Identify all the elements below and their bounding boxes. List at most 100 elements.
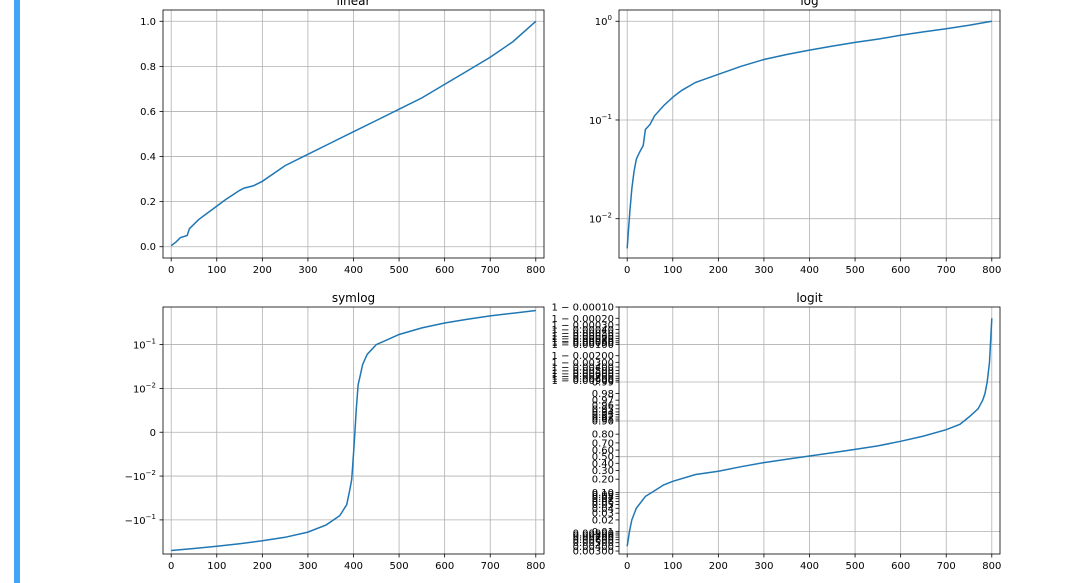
y-tick-label: 0 [150, 428, 156, 439]
y-tick-label: 0.00300 [573, 547, 614, 558]
subplot-title: logit [796, 291, 823, 305]
x-tick-label: 800 [526, 265, 545, 276]
x-tick-label: 400 [800, 561, 819, 572]
y-tick-label: 10−2 [589, 212, 612, 226]
x-tick-label: 800 [526, 561, 545, 572]
subplot-title: symlog [332, 291, 375, 305]
x-tick-label: 200 [253, 561, 272, 572]
y-tick-label: 1 − 0.00100 [552, 340, 614, 351]
subplot-title: log [800, 0, 818, 8]
y-tick-label: 1 − 0.00300 [552, 358, 614, 369]
y-tick-label: 1 − 0.00700 [552, 372, 614, 383]
y-tick-label: 1 − 0.00070 [552, 334, 614, 345]
x-tick-label: 600 [891, 265, 910, 276]
x-tick-label: 100 [207, 265, 226, 276]
y-tick-label: 1 − 0.00010 [552, 303, 614, 314]
y-tick-label: 1 − 0.00400 [552, 363, 614, 374]
y-tick-label: 0.0 [140, 242, 156, 253]
y-tick-label: 0.00900 [573, 529, 614, 540]
axes-frame [618, 306, 1001, 555]
y-tick-label: 1 − 0.00040 [552, 325, 614, 336]
y-tick-label: 10−2 [133, 381, 156, 395]
y-tick-label: 1 − 0.00080 [552, 336, 614, 347]
y-tick-label: 0.95 [592, 404, 614, 415]
left-accent-bar [14, 0, 20, 583]
y-tick-label: 0.03 [592, 509, 614, 520]
x-tick-label: 200 [253, 265, 272, 276]
x-tick-label: 100 [207, 561, 226, 572]
subplot-symlog: symlog 0 100 200 300 400 500 600 700 800 −10−1 −10−… [125, 291, 546, 572]
y-tick-label: 0.93 [592, 410, 614, 421]
x-tick-label: 600 [435, 265, 454, 276]
x-tick-label: 0 [168, 265, 174, 276]
y-tick-label: 0.10 [592, 488, 614, 499]
x-tick-label: 700 [937, 265, 956, 276]
y-tick-label: 0.01 [592, 527, 614, 538]
series-line [170, 20, 537, 247]
y-tick-label: 1 − 0.00060 [552, 332, 614, 343]
x-tick-label: 500 [390, 561, 409, 572]
y-tick-label: 0.02 [592, 515, 614, 526]
y-tick-label: −10−1 [125, 513, 156, 527]
x-tick-label: 100 [663, 561, 682, 572]
axes-frame [162, 306, 545, 555]
y-tick-label: 0.6 [140, 107, 156, 118]
x-tick-label: 700 [481, 561, 500, 572]
x-tick-label: 300 [754, 265, 773, 276]
x-tick-label: 0 [624, 561, 630, 572]
y-tick-label: 0.40 [592, 459, 614, 470]
y-tick-label: 0.00700 [573, 533, 614, 544]
x-tick-label: 200 [709, 561, 728, 572]
axes-frame [618, 9, 1001, 259]
x-tick-label: 400 [344, 265, 363, 276]
series-line [626, 20, 992, 249]
y-tick-label: 1 − 0.00900 [552, 376, 614, 387]
y-tick-label: 0.20 [592, 475, 614, 486]
y-tick-label: 0.80 [592, 430, 614, 441]
x-tick-label: 500 [390, 265, 409, 276]
x-tick-label: 500 [846, 561, 865, 572]
y-tick-label: 0.07 [592, 494, 614, 505]
y-tick-label: 0.00800 [573, 531, 614, 542]
y-tick-label: 1 − 0.00050 [552, 329, 614, 340]
y-tick-label: 0.60 [592, 446, 614, 457]
y-tick-label: 100 [595, 14, 612, 28]
y-tick-label: 0.05 [592, 500, 614, 511]
series-line [626, 318, 993, 547]
x-tick-label: 100 [663, 265, 682, 276]
x-tick-label: 300 [298, 265, 317, 276]
y-tick-label: 0.00600 [573, 535, 614, 546]
x-tick-label: 600 [435, 561, 454, 572]
y-tick-label: 0.2 [140, 197, 156, 208]
x-tick-label: 700 [937, 561, 956, 572]
axes-frame [162, 9, 545, 259]
subplot-title: linear [337, 0, 371, 8]
x-tick-label: 200 [709, 265, 728, 276]
y-tick-label: 0.00500 [573, 538, 614, 549]
subplot-log: log 0 100 200 300 400 500 600 700 800 10−2 10−1 100 [589, 0, 1001, 276]
y-tick-label: 0.98 [592, 389, 614, 400]
y-tick-label: 10−1 [133, 338, 156, 352]
y-tick-label: 1 − 0.00090 [552, 338, 614, 349]
y-tick-label: 0.00400 [573, 542, 614, 553]
y-tick-label: 1 − 0.00200 [552, 351, 614, 362]
y-tick-label: 0.91 [592, 415, 614, 426]
y-tick-label: 0.92 [592, 412, 614, 423]
y-tick-label: 0.94 [592, 407, 614, 418]
x-tick-label: 800 [982, 265, 1001, 276]
y-tick-label: 0.30 [592, 466, 614, 477]
y-tick-label: 10−1 [589, 113, 612, 127]
x-tick-label: 800 [982, 561, 1001, 572]
y-tick-label: 1 − 0.00020 [552, 314, 614, 325]
y-tick-label: 1 − 0.00030 [552, 320, 614, 331]
y-tick-label: −10−2 [125, 469, 156, 483]
y-tick-label: 1 − 0.00500 [552, 366, 614, 377]
x-tick-label: 400 [344, 561, 363, 572]
x-tick-label: 400 [800, 265, 819, 276]
y-tick-label: 0.50 [592, 452, 614, 463]
subplot-logit: logit 0 100 200 300 400 500 600 700 800 1 − 0.0001… [552, 291, 1002, 572]
x-tick-label: 0 [624, 265, 630, 276]
x-tick-label: 300 [298, 561, 317, 572]
y-tick-label: 1 − 0.00600 [552, 369, 614, 380]
